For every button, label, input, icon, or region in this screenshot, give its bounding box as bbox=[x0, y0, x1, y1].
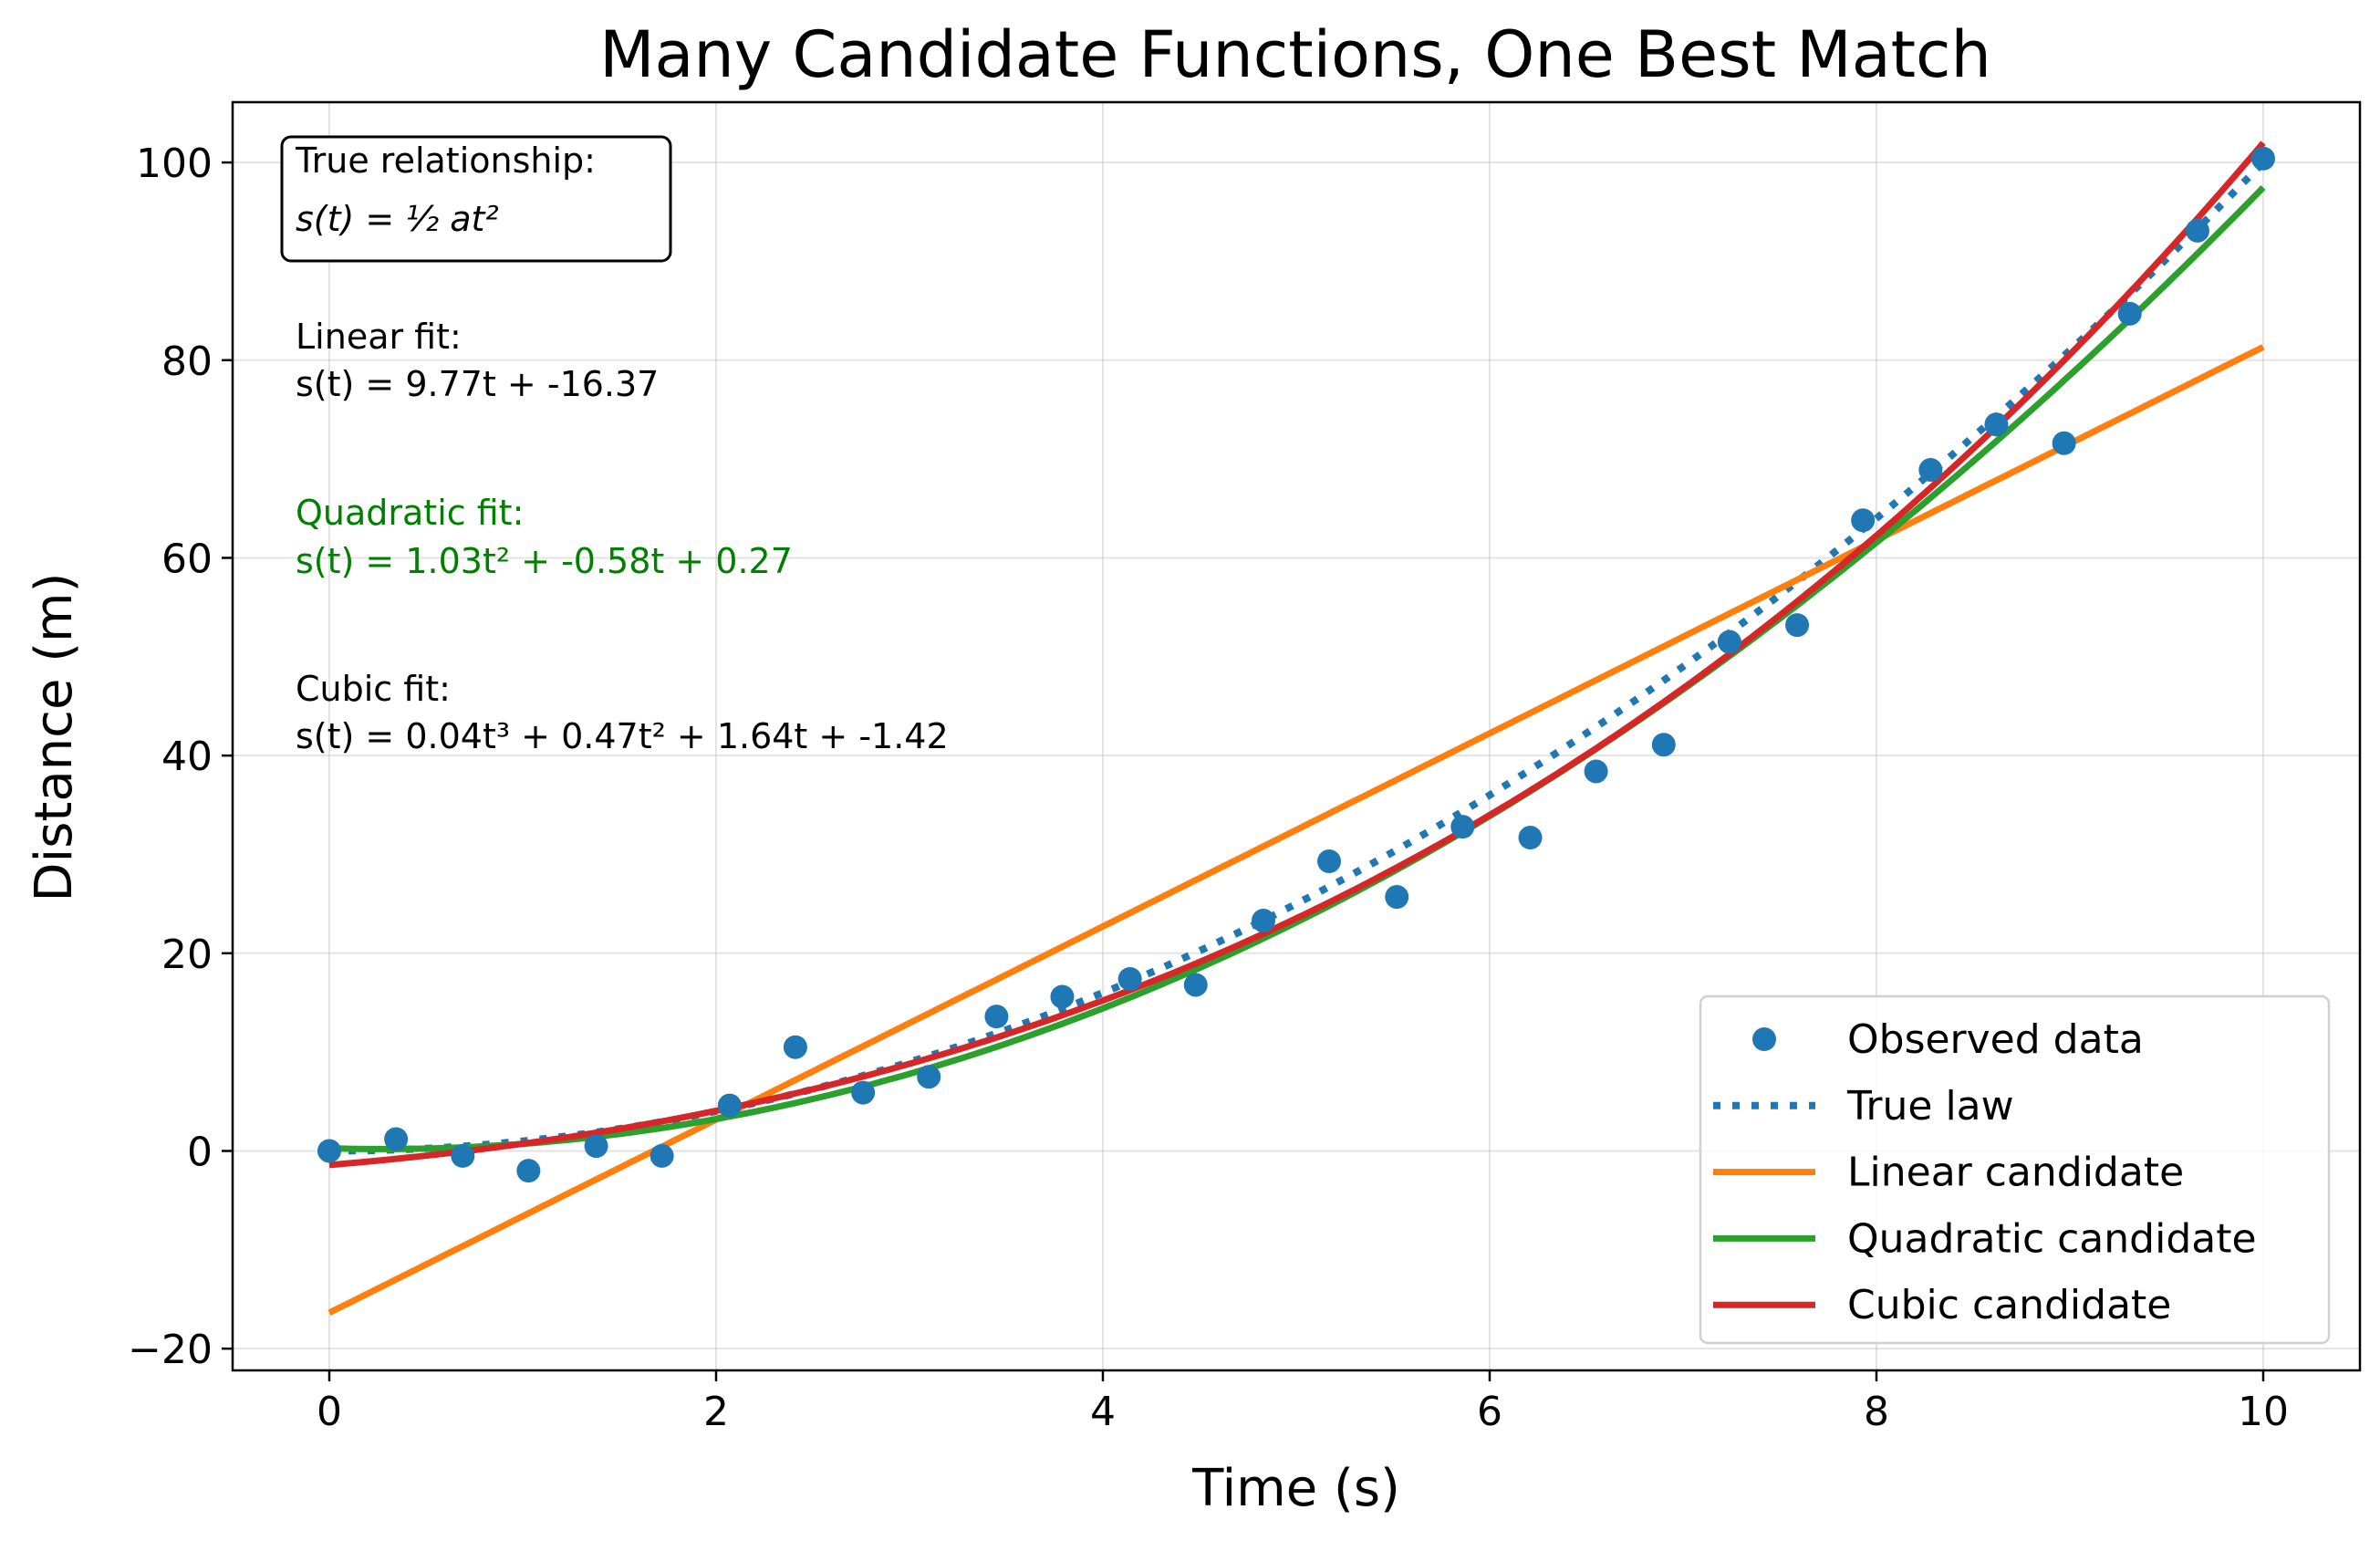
chart-title: Many Candidate Functions, One Best Match bbox=[599, 17, 1991, 92]
data-point bbox=[1385, 885, 1409, 910]
annotations: True relationship: s(t) = ½ at² Linear f… bbox=[280, 135, 949, 756]
legend-label-observed-data: Observed data bbox=[1847, 1016, 2144, 1063]
x-tick-label: 0 bbox=[317, 1389, 342, 1435]
data-point bbox=[1584, 759, 1608, 784]
legend-swatch-observed-data bbox=[1752, 1027, 1776, 1051]
x-tick-label: 8 bbox=[1864, 1389, 1889, 1435]
quadratic-candidate-line bbox=[328, 185, 2266, 1152]
y-tick-label: 80 bbox=[161, 338, 213, 385]
data-point bbox=[2052, 431, 2076, 455]
data-point bbox=[1117, 966, 1142, 991]
data-point bbox=[1785, 613, 1810, 638]
data-point bbox=[783, 1035, 807, 1059]
data-point bbox=[1251, 909, 1275, 933]
legend-label-linear-candidate: Linear candidate bbox=[1847, 1150, 2184, 1196]
y-tick-label: 100 bbox=[136, 141, 213, 187]
x-tick-label: 2 bbox=[703, 1389, 729, 1435]
cubic-fit-title: Cubic fit: bbox=[296, 669, 451, 709]
legend: Observed data True law Linear candidate Qua… bbox=[1699, 994, 2331, 1345]
data-point bbox=[2251, 146, 2275, 171]
x-tick-label: 6 bbox=[1477, 1389, 1502, 1435]
legend-label-true-law: True law bbox=[1846, 1083, 2014, 1130]
y-tick-label: −20 bbox=[128, 1327, 213, 1373]
cubic-fit-equation: s(t) = 0.04t³ + 0.47t² + 1.64t + -1.42 bbox=[296, 716, 949, 756]
legend-label-quadratic-candidate: Quadratic candidate bbox=[1847, 1215, 2257, 1262]
data-point bbox=[384, 1127, 409, 1151]
data-point bbox=[917, 1065, 941, 1089]
data-point bbox=[317, 1139, 341, 1163]
data-point bbox=[1450, 815, 1475, 839]
data-point bbox=[1050, 984, 1075, 1009]
data-point bbox=[1851, 508, 1876, 533]
y-tick-label: 20 bbox=[161, 932, 213, 978]
x-tick-label: 10 bbox=[2238, 1389, 2289, 1435]
y-tick-label: 0 bbox=[187, 1129, 213, 1175]
quadratic-fit-title: Quadratic fit: bbox=[296, 493, 524, 533]
data-point bbox=[984, 1005, 1009, 1029]
x-tick-label: 4 bbox=[1090, 1389, 1116, 1435]
x-axis-label: Time (s) bbox=[1191, 1459, 1400, 1518]
true-relationship-box bbox=[280, 135, 672, 263]
true-relationship-title: True relationship: bbox=[295, 141, 596, 181]
data-point bbox=[451, 1143, 475, 1168]
linear-fit-title: Linear fit: bbox=[296, 317, 462, 357]
true-relationship-formula: s(t) = ½ at² bbox=[296, 199, 499, 239]
data-point bbox=[1317, 849, 1342, 874]
data-point bbox=[516, 1159, 541, 1183]
data-point bbox=[1717, 630, 1741, 654]
linear-fit-equation: s(t) = 9.77t + -16.37 bbox=[296, 364, 659, 404]
data-point bbox=[2117, 301, 2142, 326]
legend-label-cubic-candidate: Cubic candidate bbox=[1847, 1282, 2171, 1328]
y-axis-label: Distance (m) bbox=[25, 573, 84, 902]
data-point bbox=[717, 1093, 742, 1118]
data-point bbox=[584, 1134, 608, 1159]
data-point bbox=[650, 1143, 674, 1168]
data-point bbox=[2185, 218, 2209, 243]
ticks: 0 2 4 6 8 10 −20 0 20 40 60 80 100 bbox=[128, 141, 2289, 1435]
cubic-candidate-line bbox=[328, 141, 2266, 1169]
legend-frame bbox=[1699, 994, 2331, 1345]
data-point bbox=[851, 1080, 876, 1105]
data-point bbox=[1918, 458, 1943, 483]
data-point bbox=[1518, 826, 1543, 850]
y-tick-label: 40 bbox=[161, 734, 213, 780]
y-tick-label: 60 bbox=[161, 536, 213, 582]
data-point bbox=[1651, 733, 1676, 757]
observed-points bbox=[317, 146, 2275, 1183]
data-point bbox=[1183, 973, 1208, 997]
plot-frame bbox=[231, 100, 2362, 1372]
quadratic-fit-equation: s(t) = 1.03t² + -0.58t + 0.27 bbox=[296, 541, 793, 581]
data-point bbox=[1984, 412, 2009, 437]
